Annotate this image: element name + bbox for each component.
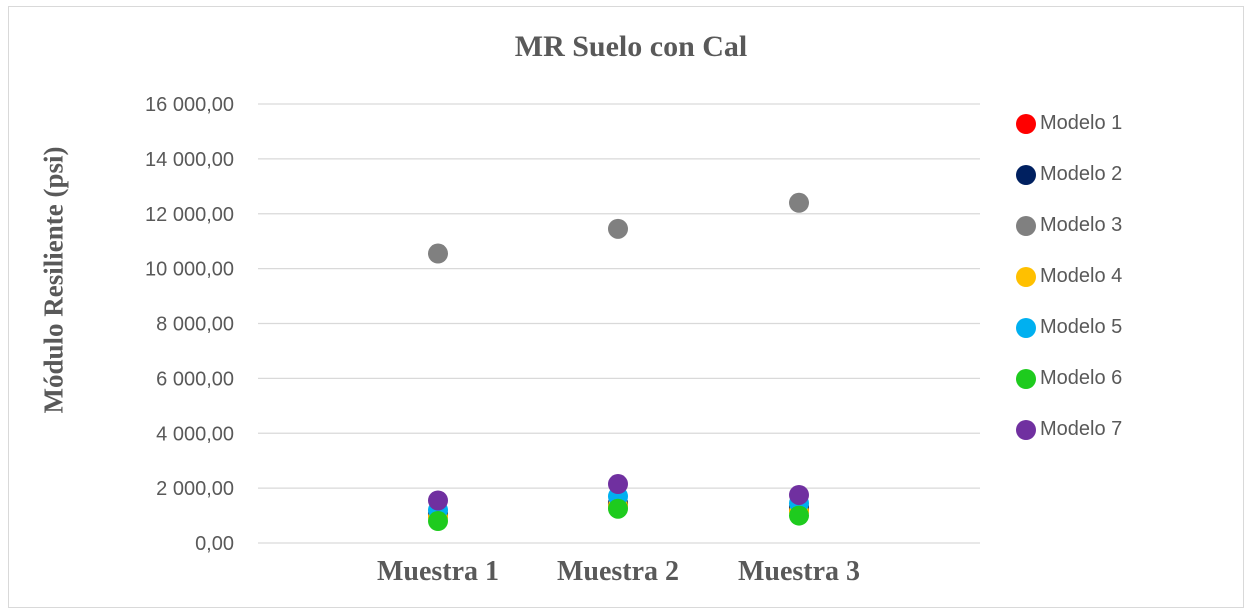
legend-item: Modelo 4 — [1016, 251, 1122, 302]
legend-label: Modelo 6 — [1040, 367, 1123, 389]
y-tick-label: 0,00 — [195, 533, 234, 555]
data-point-modelo-3 — [789, 192, 809, 213]
y-tick-label: 12 000,00 — [145, 204, 234, 226]
legend-label: Modelo 3 — [1040, 214, 1123, 236]
legend-label: Modelo 7 — [1040, 418, 1123, 440]
legend-item: Modelo 7 — [1016, 404, 1122, 455]
y-tick-label: 2 000,00 — [156, 478, 234, 500]
data-point-modelo-3 — [428, 243, 448, 264]
data-point-modelo-7 — [789, 484, 809, 505]
legend-label: Modelo 2 — [1040, 163, 1123, 185]
chart-title: MR Suelo con Cal — [514, 30, 748, 63]
data-point-modelo-7 — [428, 490, 448, 511]
y-tick-label: 16 000,00 — [145, 94, 234, 116]
legend-marker — [1016, 317, 1036, 338]
y-tick-label: 6 000,00 — [156, 368, 234, 390]
chart-legend: Modelo 1 Modelo 2 Modelo 3 Modelo 4 Modelo 5… — [1016, 98, 1122, 455]
x-category-label: Muestra 2 — [557, 556, 679, 587]
data-point-modelo-6 — [789, 505, 809, 526]
y-tick-label: 4 000,00 — [156, 423, 234, 445]
y-tick-label: 8 000,00 — [156, 314, 234, 336]
legend-label: Modelo 4 — [1040, 265, 1123, 287]
x-category-label: Muestra 1 — [377, 556, 499, 587]
legend-marker — [1016, 419, 1036, 440]
legend-marker — [1016, 368, 1036, 389]
data-point-modelo-6 — [608, 498, 628, 519]
data-point-modelo-7 — [608, 474, 628, 495]
legend-marker — [1016, 113, 1036, 134]
legend-marker — [1016, 164, 1036, 185]
legend-item: Modelo 5 — [1016, 302, 1122, 353]
legend-item: Modelo 1 — [1016, 98, 1122, 149]
data-point-modelo-3 — [608, 218, 628, 239]
legend-marker — [1016, 266, 1036, 287]
x-category-label: Muestra 3 — [738, 556, 860, 587]
legend-label: Modelo 1 — [1040, 112, 1123, 134]
legend-item: Modelo 6 — [1016, 353, 1122, 404]
legend-item: Modelo 2 — [1016, 149, 1122, 200]
legend-label: Modelo 5 — [1040, 316, 1123, 338]
legend-item: Modelo 3 — [1016, 200, 1122, 251]
legend-marker — [1016, 215, 1036, 236]
y-tick-label: 14 000,00 — [145, 149, 234, 171]
y-tick-label: 10 000,00 — [145, 259, 234, 281]
data-point-modelo-6 — [428, 511, 448, 532]
